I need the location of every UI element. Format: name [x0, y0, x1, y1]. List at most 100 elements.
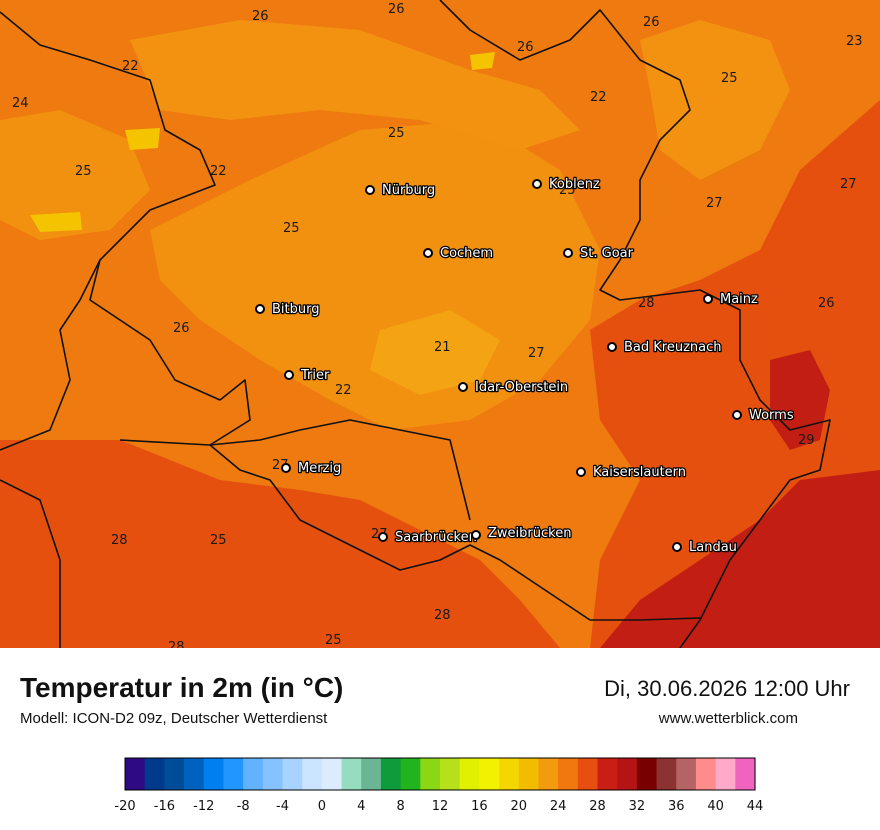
temperature-labels: 26 26 26 26 23 22 24 25 22 22 25 25 27 2… — [12, 2, 863, 648]
model-source: Modell: ICON-D2 09z, Deutscher Wetterdie… — [20, 710, 328, 727]
legend-tick-label: -4 — [276, 799, 289, 814]
temp-label: 27 — [706, 196, 723, 211]
legend-swatch — [459, 758, 480, 790]
city-nuerburg: Nürburg — [365, 182, 436, 199]
legend-swatch — [400, 758, 421, 790]
legend-tick-label: 24 — [550, 799, 567, 814]
cool-patch-west — [30, 212, 82, 232]
temp-label: 26 — [818, 296, 835, 311]
map-title: Temperatur in 2m (in °C) — [20, 672, 344, 703]
svg-text:Bitburg: Bitburg — [272, 302, 320, 317]
svg-text:Cochem: Cochem — [440, 246, 493, 261]
legend-swatch — [715, 758, 736, 790]
legend-tick-label: 4 — [357, 799, 365, 814]
cool-patch-nordwest — [125, 128, 160, 150]
city-zweibruecken: Zweibrücken — [471, 525, 573, 542]
legend-tick-label: 20 — [510, 799, 527, 814]
temp-label: 27 — [528, 346, 545, 361]
legend-swatch — [184, 758, 205, 790]
legend-swatch — [695, 758, 717, 790]
temp-label: 25 — [325, 633, 342, 648]
city-markers: Nürburg Koblenz Cochem St. Goar Bitburg … — [255, 176, 795, 556]
temp-label: 23 — [846, 34, 863, 49]
legend-swatch — [380, 758, 402, 790]
legend-swatch — [125, 758, 146, 790]
city-landau: Landau — [672, 539, 738, 556]
svg-text:Trier: Trier — [300, 368, 330, 383]
temp-label: 25 — [559, 183, 576, 198]
legend-tick-label: 28 — [589, 799, 606, 814]
legend-swatch — [223, 758, 244, 790]
svg-text:Idar-Oberstein: Idar-Oberstein — [475, 380, 568, 395]
temp-label: 22 — [210, 164, 227, 179]
state-borders — [0, 0, 831, 648]
legend-tick-label: 36 — [668, 799, 685, 814]
legend-swatch — [262, 758, 284, 790]
city-koblenz: Koblenz — [532, 176, 601, 193]
temp-label: 25 — [75, 164, 92, 179]
cool-patch-idar — [370, 310, 500, 395]
temp-label: 26 — [643, 15, 660, 30]
city-trier: Trier — [284, 367, 331, 384]
legend-swatch — [361, 758, 382, 790]
temp-label: 25 — [210, 533, 227, 548]
legend-swatch — [341, 758, 362, 790]
legend-tick-label: -20 — [114, 799, 135, 814]
legend-swatch — [676, 758, 697, 790]
temp-label: 29 — [798, 433, 815, 448]
legend-swatch — [479, 758, 500, 790]
svg-text:Mainz: Mainz — [720, 292, 758, 307]
temp-label: 25 — [283, 221, 300, 236]
cool-zone-north — [130, 20, 580, 150]
border-saar-south — [0, 479, 61, 648]
city-bad-kreuznach: Bad Kreuznach — [607, 339, 723, 356]
legend-swatch — [735, 758, 756, 790]
legend-swatch — [420, 758, 441, 790]
temp-label: 22 — [122, 59, 139, 74]
temp-label: 25 — [721, 71, 738, 86]
border-saar-rlp — [209, 419, 471, 521]
temp-label: 27 — [840, 177, 857, 192]
footer: Temperatur in 2m (in °C) Modell: ICON-D2… — [0, 648, 880, 830]
website-link[interactable]: www.wetterblick.com — [658, 710, 798, 727]
svg-text:Saarbrücken: Saarbrücken — [395, 530, 477, 545]
legend-tick-label: 40 — [707, 799, 724, 814]
legend-tick-label: 0 — [318, 799, 326, 814]
temp-label: 28 — [111, 533, 128, 548]
svg-text:Merzig: Merzig — [298, 461, 341, 476]
temp-label: 28 — [434, 608, 451, 623]
legend-swatch — [577, 758, 599, 790]
legend-swatch — [499, 758, 520, 790]
hot-zone-rhine — [600, 470, 880, 648]
svg-text:Nürburg: Nürburg — [382, 183, 435, 198]
legend-swatches — [125, 758, 756, 790]
legend-tick-label: 16 — [471, 799, 488, 814]
legend-swatch — [597, 758, 618, 790]
legend-swatch — [164, 758, 185, 790]
legend-swatch — [282, 758, 303, 790]
temp-label: 26 — [173, 321, 190, 336]
temp-label: 28 — [638, 296, 655, 311]
legend-tick-label: -16 — [154, 799, 175, 814]
city-bitburg: Bitburg — [255, 301, 321, 318]
legend-swatch — [440, 758, 461, 790]
temp-label: 26 — [388, 2, 405, 17]
city-mainz: Mainz — [703, 291, 759, 308]
legend-swatch — [144, 758, 165, 790]
svg-text:Kaiserslautern: Kaiserslautern — [593, 465, 686, 480]
temp-label: 26 — [252, 9, 269, 24]
temp-label: 21 — [434, 340, 451, 355]
city-st-goar: St. Goar — [563, 245, 635, 262]
cool-zone-northeast — [640, 20, 790, 180]
city-kaiserslautern: Kaiserslautern — [576, 464, 687, 481]
city-worms: Worms — [732, 407, 795, 424]
valid-datetime: Di, 30.06.2026 12:00 Uhr — [604, 676, 850, 701]
city-cochem: Cochem — [423, 245, 494, 262]
color-legend: -20 -16 -12 -8 -4 0 4 8 12 16 20 24 28 32 36 40 44 — [114, 757, 763, 814]
border-west — [0, 11, 216, 451]
legend-tick-label: 12 — [432, 799, 449, 814]
legend-swatch — [538, 758, 559, 790]
legend-swatch — [203, 758, 225, 790]
city-idar-oberstein: Idar-Oberstein — [458, 379, 569, 396]
svg-text:Worms: Worms — [749, 408, 794, 423]
